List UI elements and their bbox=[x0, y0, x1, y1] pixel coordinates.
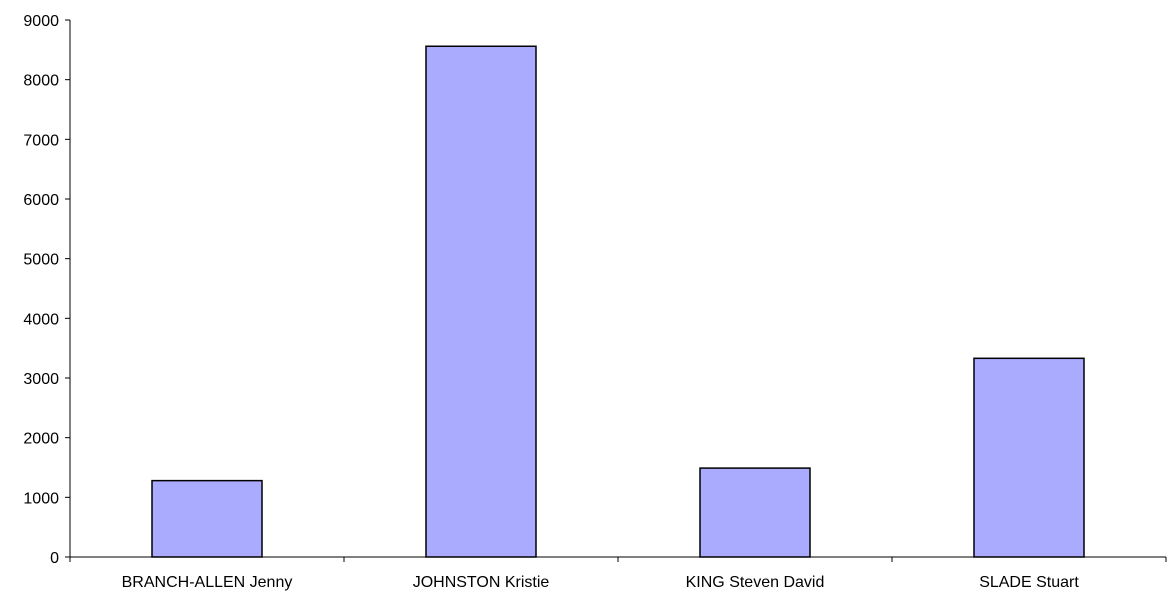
y-tick-label: 9000 bbox=[23, 13, 59, 30]
bar-slade-stuart bbox=[973, 357, 1085, 558]
x-axis: BRANCH-ALLEN Jenny JOHNSTON Kristie KING S… bbox=[69, 556, 1167, 591]
x-tick-label: BRANCH-ALLEN Jenny bbox=[122, 574, 293, 591]
y-tick-label: 0 bbox=[50, 550, 59, 567]
y-tick-label: 4000 bbox=[23, 311, 59, 328]
y-axis: 0 1000 2000 3000 4000 5000 6000 7000 8000 9000 bbox=[23, 13, 71, 567]
y-tick-label: 1000 bbox=[23, 490, 59, 507]
y-tick-label: 5000 bbox=[23, 252, 59, 269]
x-tick-label: SLADE Stuart bbox=[979, 574, 1079, 591]
y-tick-label: 2000 bbox=[23, 431, 59, 448]
y-tick-label: 8000 bbox=[23, 73, 59, 90]
y-tick-label: 7000 bbox=[23, 132, 59, 149]
bar-branch-allen-jenny bbox=[151, 479, 263, 558]
x-tick-label: KING Steven David bbox=[686, 574, 825, 591]
bars bbox=[151, 45, 1085, 558]
y-tick-label: 3000 bbox=[23, 371, 59, 388]
bar-king-steven-david bbox=[699, 467, 811, 558]
bar-johnston-kristie bbox=[425, 45, 537, 558]
y-tick-label: 6000 bbox=[23, 192, 59, 209]
x-tick-label: JOHNSTON Kristie bbox=[413, 574, 550, 591]
